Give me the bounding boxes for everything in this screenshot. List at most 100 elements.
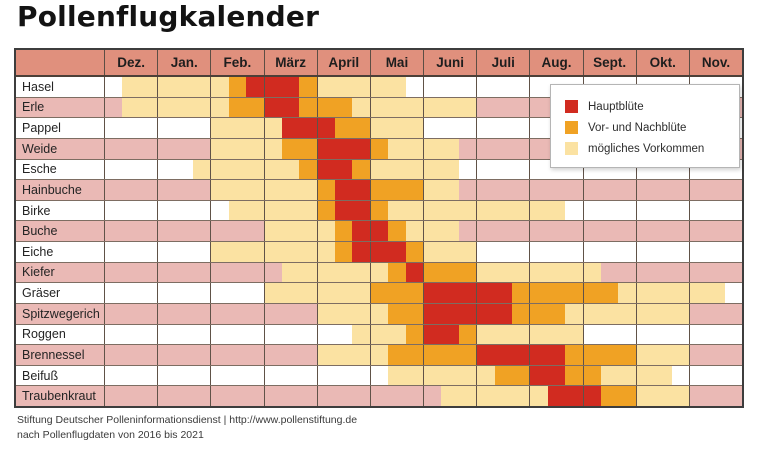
cell-Spitzwegerich-März — [263, 303, 317, 324]
footer-source-line: Stiftung Deutscher Polleninformationsdie… — [17, 414, 358, 426]
cell-Weide-Jan — [157, 138, 210, 159]
cell-Brennessel-Dez — [104, 345, 157, 365]
cell-Esche-Mai — [369, 159, 424, 180]
decade-cell — [176, 160, 193, 180]
cell-Eiche-Juli — [476, 242, 529, 262]
decade-cell — [246, 200, 264, 221]
decade-cell — [370, 200, 389, 221]
decade-cell — [246, 180, 264, 200]
decade-cell — [211, 201, 228, 221]
cell-Traubenkraut-April — [316, 386, 370, 406]
row-label: Pappel — [22, 121, 61, 136]
cell-Spitzwegerich-Juli — [476, 303, 530, 324]
decade-cell — [192, 97, 211, 118]
decade-cell — [406, 77, 423, 97]
decade-cell — [317, 303, 336, 324]
footer-data-range-line: nach Pollenflugdaten von 2016 bis 2021 — [17, 429, 204, 441]
decade-cell — [565, 242, 582, 262]
decade-cell — [441, 180, 459, 200]
decade-cell — [140, 366, 157, 386]
decade-cell — [299, 304, 316, 324]
cell-Erle-Dez — [104, 97, 158, 118]
decade-cell — [477, 118, 494, 138]
decade-cell — [530, 386, 548, 406]
cell-Gräser-Feb — [210, 283, 263, 303]
decade-cell — [424, 324, 442, 345]
decade-cell — [637, 221, 654, 241]
decade-cell — [176, 325, 193, 345]
cell-Traubenkraut-Mai — [369, 386, 423, 406]
row-label: Brennessel — [22, 347, 85, 362]
cell-Esche-Dez — [104, 159, 157, 180]
decade-cell — [265, 304, 282, 324]
decade-cell — [318, 386, 335, 406]
decade-cell — [565, 201, 582, 221]
cell-Brennessel-Mai — [369, 345, 424, 365]
decade-cell — [600, 386, 619, 406]
decade-cell — [352, 366, 369, 386]
decade-cell — [583, 386, 601, 406]
cell-Buche-April — [316, 221, 370, 241]
decade-cell — [246, 263, 263, 283]
cell-Spitzwegerich-Dez — [104, 303, 157, 324]
decade-cell — [317, 118, 336, 138]
decade-cell — [441, 324, 459, 345]
month-header-Aug: Aug. — [529, 50, 582, 75]
decade-cell — [264, 77, 282, 97]
decade-cell — [140, 386, 157, 406]
legend-label: Hauptblüte — [588, 100, 644, 113]
decade-cell — [228, 180, 247, 200]
decade-cell — [282, 386, 299, 406]
decade-cell — [530, 180, 547, 200]
decade-cell — [140, 345, 157, 365]
decade-cell — [511, 324, 530, 345]
cell-Spitzwegerich-Juni — [423, 303, 477, 324]
decade-cell — [424, 242, 442, 262]
decade-cell — [494, 345, 512, 365]
decade-cell — [636, 386, 655, 406]
possible-occurrence-swatch-icon — [565, 142, 578, 155]
decade-cell — [264, 283, 282, 303]
cell-Buche-Juni — [423, 221, 476, 241]
cell-Weide-April — [316, 138, 370, 159]
cell-Birke-Aug — [529, 200, 582, 221]
decade-cell — [370, 77, 389, 97]
decade-cell — [317, 180, 336, 200]
legend-item-moegliches-vorkommen: mögliches Vorkommen — [565, 138, 739, 159]
decade-cell — [105, 242, 122, 262]
decade-cell — [458, 200, 477, 221]
decade-cell — [584, 242, 601, 262]
decade-cell — [405, 262, 424, 283]
table-row-Brennessel: Brennessel — [16, 344, 742, 365]
decade-cell — [459, 180, 476, 200]
cell-Erle-Jan — [157, 97, 211, 118]
cell-Kiefer-April — [316, 262, 370, 283]
decade-cell — [140, 283, 157, 303]
decade-cell — [707, 201, 724, 221]
decade-cell — [388, 200, 406, 221]
decade-cell — [547, 386, 566, 406]
decade-cell — [264, 242, 282, 262]
cell-Roggen-Mai — [369, 324, 424, 345]
table-row-Roggen: Roggen — [16, 323, 742, 345]
decade-cell — [405, 324, 424, 345]
decade-cell — [707, 345, 724, 365]
decade-cell — [264, 221, 282, 241]
decade-cell — [246, 118, 264, 138]
decade-cell — [672, 366, 689, 386]
decade-cell — [441, 77, 458, 97]
cell-Eiche-Okt — [635, 242, 689, 262]
decade-cell — [672, 325, 689, 345]
cell-Esche-Juni — [423, 159, 476, 180]
decade-cell — [122, 263, 139, 283]
decade-cell — [388, 324, 406, 345]
decade-cell — [229, 386, 246, 406]
decade-cell — [637, 242, 654, 262]
decade-cell — [654, 345, 672, 365]
cell-Spitzwegerich-Feb — [210, 303, 263, 324]
decade-cell — [583, 283, 601, 303]
decade-cell — [370, 262, 389, 283]
decade-cell — [246, 77, 264, 97]
month-header-Juni: Juni — [423, 50, 476, 75]
decade-cell — [352, 97, 370, 118]
